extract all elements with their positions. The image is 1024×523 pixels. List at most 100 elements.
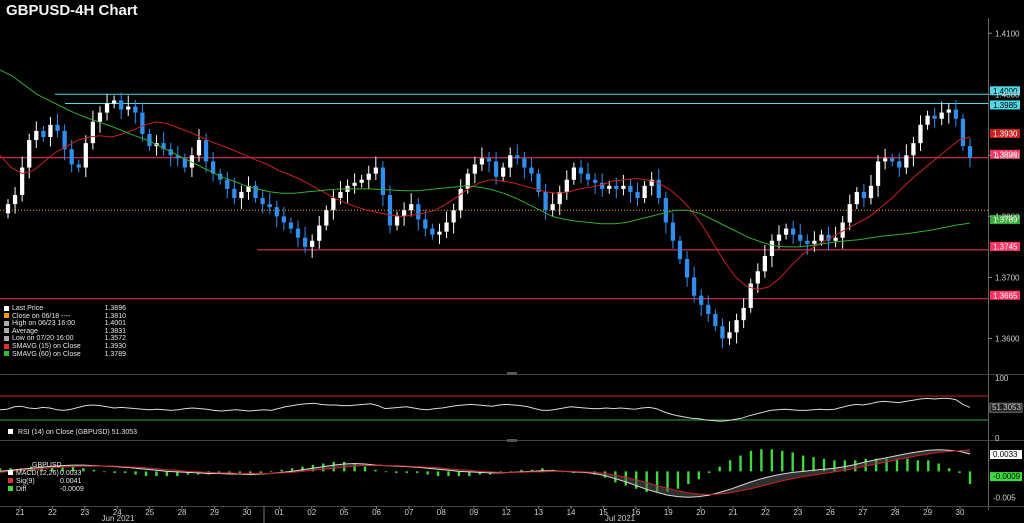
macd-diff-bar [290,468,294,472]
price-level-label: 1.3745 [993,242,1018,251]
macd-diff-bar [0,468,2,472]
candle-body [423,219,428,229]
macd-diff-bar [937,463,940,472]
macd-diff-bar [61,466,64,472]
macd-diff-bar [801,455,805,472]
legend-item: SMAVG (15) on Close 1.3930 [4,343,126,351]
candle-body [670,222,676,241]
candle-body [776,234,782,241]
candle-body [642,185,647,199]
macd-diff-bar [363,466,367,472]
candle-body [451,210,456,223]
candle-body [189,155,195,168]
candle-body [352,182,357,186]
candle-body [953,109,958,119]
macd-diff-bar [708,471,711,473]
x-tick-label: 13 [534,508,543,517]
y-tick-label: 1.3800 [995,212,1020,221]
candle-body [246,185,251,192]
candle-body [260,198,265,205]
price-level-tag [990,100,1020,110]
macd-diff-bar [770,449,774,472]
candle-body [882,158,888,162]
legend-swatch [4,328,9,334]
candle-body [918,124,923,144]
macd-diff-bar [50,466,54,472]
x-tick-label: 23 [793,508,802,517]
candle-body [373,167,378,174]
candle-body [211,161,216,174]
macd-legend-value: 0.0033 [60,470,82,477]
candle-body [791,228,796,235]
candle-body [161,143,166,150]
candle-body [769,240,775,257]
candle-body [734,320,739,333]
macd-line [0,449,971,498]
price-level-label: 1.3985 [993,101,1018,110]
macd-diff-bar [238,471,242,473]
candle-body [493,161,499,177]
macd-diff-bar [165,471,169,477]
macd-legend-value: 0.0041 [60,478,82,485]
macd-diff-bar [895,458,899,472]
macd-diff-bar [447,471,450,477]
chart-title: GBPUSD-4H Chart [6,2,138,19]
candle-body [720,326,725,339]
y-tick-label: 1.3600 [995,334,1020,343]
candle-body [840,222,845,238]
price-level-label: 1.3930 [993,130,1018,139]
rsi-legend-text: RSI (14) on Close (GBPUSD) 51.3053 [17,429,138,436]
candle-body [168,149,173,156]
candle-body [508,155,513,168]
x-tick-label: 28 [178,508,187,517]
rsi-panel: 10050051.3053 [0,374,1023,443]
macd-diff-bar [927,460,930,472]
x-tick-label: 01 [275,508,284,517]
rsi-legend: RSI (14) on Close (GBPUSD) 51.3053 [8,429,137,437]
candle-body [430,228,435,235]
candle-body [111,100,117,104]
candle-body [607,185,612,189]
price-level-label: 1.3896 [993,150,1018,159]
candle-body [783,228,789,235]
candle-body [472,164,477,174]
candle-body [239,191,244,199]
candle-body [133,106,138,113]
candle-body [479,158,485,165]
candle-body [890,158,895,162]
macd-diff-bar [916,460,920,472]
legend-item: Average 1.3831 [4,328,126,336]
macd-diff-bar [384,471,388,473]
x-tick-label: 07 [405,508,414,517]
macd-diff-bar [687,471,690,484]
macd-diff-bar [395,471,398,473]
macd-diff-bar [71,466,75,472]
candle-body [939,112,944,119]
macd-legend-label: MACD(12,26) [16,470,59,477]
candle-body [557,191,562,205]
x-tick-label: 05 [340,508,349,517]
x-tick-label: 02 [307,508,316,517]
candle-body [515,155,520,159]
legend-value: 1.3810 [104,312,126,320]
macd-diff-bar [760,449,763,472]
candle-body [543,191,548,211]
candle-body [585,173,591,180]
candle-body [48,124,53,138]
candle-body [331,198,336,211]
macd-diff-bar [843,460,847,472]
price-level-label: 1.3665 [993,291,1018,300]
macd-legend-item: Diff -0.0009 [8,486,84,494]
candle-body [932,115,937,119]
macd-legend-label: Diff [16,486,27,493]
macd-diff-bar [822,458,826,472]
macd-legend: GBPUSD MACD(12,26)0.0033 Sig(9) 0.0041 Diff… [8,462,84,494]
candle-body [684,259,690,278]
macd-legend-header: GBPUSD [32,462,62,469]
candle-body [366,173,371,180]
candle-body [119,100,124,110]
macd-diff-bar [103,471,106,473]
legend-item: Low on 07/20 16:00 1.3572 [4,335,126,343]
x-tick-label: 22 [761,508,770,517]
